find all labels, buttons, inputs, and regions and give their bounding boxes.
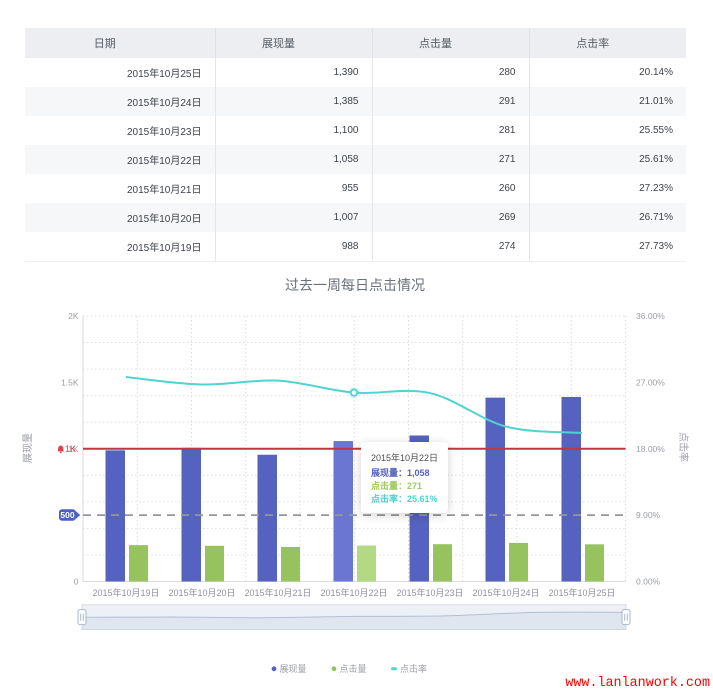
svg-text:2K: 2K	[68, 311, 79, 321]
svg-text:2015年10月22日: 2015年10月22日	[320, 587, 387, 598]
svg-text:1K: 1K	[68, 444, 79, 454]
svg-text:36.00%: 36.00%	[636, 311, 665, 321]
svg-text:过去一周每日点击情况: 过去一周每日点击情况	[285, 277, 425, 293]
svg-text:500: 500	[60, 510, 74, 520]
svg-text:27.00%: 27.00%	[636, 377, 665, 387]
svg-text:18.00%: 18.00%	[636, 444, 665, 454]
svg-text:展现量: 展现量	[280, 664, 307, 674]
svg-text:2015年10月19日: 2015年10月19日	[92, 587, 159, 598]
svg-text:展现量: 展现量	[22, 433, 34, 463]
svg-text:1K: 1K	[65, 444, 76, 454]
svg-text:点击率: 点击率	[677, 432, 690, 462]
svg-text:0.00%: 0.00%	[636, 577, 661, 587]
svg-text:1.5K: 1.5K	[61, 377, 79, 387]
svg-text:0: 0	[74, 577, 79, 587]
svg-text:www.lanlanwork.com: www.lanlanwork.com	[565, 676, 710, 690]
svg-text:2015年10月23日: 2015年10月23日	[396, 587, 463, 598]
svg-text:2015年10月21日: 2015年10月21日	[244, 587, 311, 598]
svg-text:2015年10月24日: 2015年10月24日	[472, 587, 539, 598]
svg-text:2015年10月25日: 2015年10月25日	[548, 587, 615, 598]
svg-text:9.00%: 9.00%	[636, 510, 661, 520]
svg-text:2015年10月20日: 2015年10月20日	[168, 587, 235, 598]
svg-text:点击量: 点击量	[340, 663, 367, 674]
svg-text:点击率: 点击率	[400, 663, 427, 674]
